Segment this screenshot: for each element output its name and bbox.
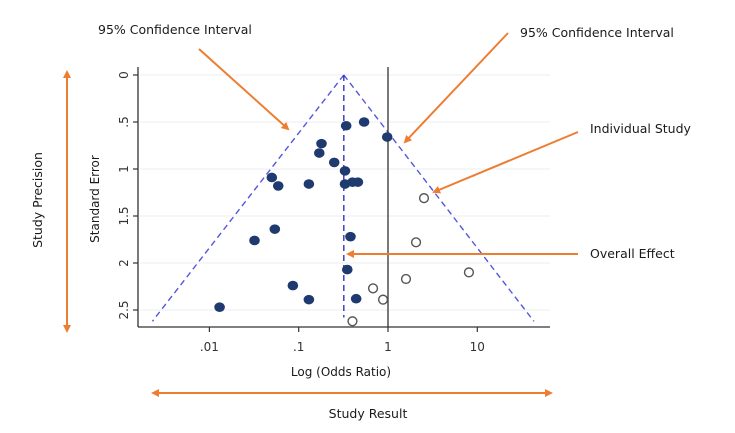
study-point-open [347,316,358,327]
study-point-filled [340,120,352,131]
study-point-filled [350,293,362,304]
annotation-individual-study: Individual Study [590,121,692,136]
study-point-open [400,273,412,285]
study-point-filled [269,224,281,234]
y-tick-label: 1.5 [117,206,131,225]
study-point-filled [339,166,351,176]
x-tick-label: .1 [293,340,304,354]
annotation-study-result: Study Result [329,406,408,421]
y-tick-label: 0 [117,71,131,79]
study-point-filled [358,117,370,127]
study-point-open [410,237,422,248]
study-point-filled [303,179,315,189]
y-tick-label: .5 [117,116,131,127]
arrow-individual-study [432,131,579,194]
study-point-filled [345,231,356,242]
study-point-open [377,294,389,305]
study-point-filled [328,157,340,168]
study-point-filled [214,302,225,312]
annotation-ci-left: 95% Confidence Interval [98,22,252,37]
study-points [214,117,475,327]
ci-left-line [151,74,345,322]
y-tick-label: 2 [117,259,131,267]
annotation-overall-effect: Overall Effect [590,246,675,261]
study-point-open [418,193,430,204]
study-point-filled [316,138,327,149]
study-point-filled [341,264,353,275]
arrow-ci-right [403,32,509,144]
x-axis-label: Log (Odds Ratio) [291,365,391,379]
annotations: 95% Confidence Interval 95% Confidence I… [30,22,692,421]
study-point-filled [313,148,325,158]
axes: 0 .5 1 1.5 2 2.5 .01 .1 1 10 [117,67,550,354]
gridlines [140,74,550,311]
arrow-ci-left [198,48,290,131]
confidence-funnel [151,74,535,322]
study-point-filled [287,280,299,291]
study-point-filled [352,177,364,187]
study-point-filled [272,181,284,191]
study-point-filled [249,235,260,246]
y-axis-label: Standard Error [88,155,102,243]
x-tick-label: 10 [470,340,485,354]
x-tick-label: .01 [200,340,219,354]
x-tick-label: 1 [384,340,392,354]
study-point-open [463,267,475,278]
y-tick-label: 1 [117,165,131,173]
study-point-open [367,283,379,294]
annotation-study-precision: Study Precision [30,152,45,248]
study-point-filled [266,172,278,183]
study-point-filled [381,132,393,142]
annotation-ci-right: 95% Confidence Interval [520,25,674,40]
y-tick-label: 2.5 [117,300,131,319]
ci-right-line [343,74,535,322]
study-point-filled [303,294,315,305]
